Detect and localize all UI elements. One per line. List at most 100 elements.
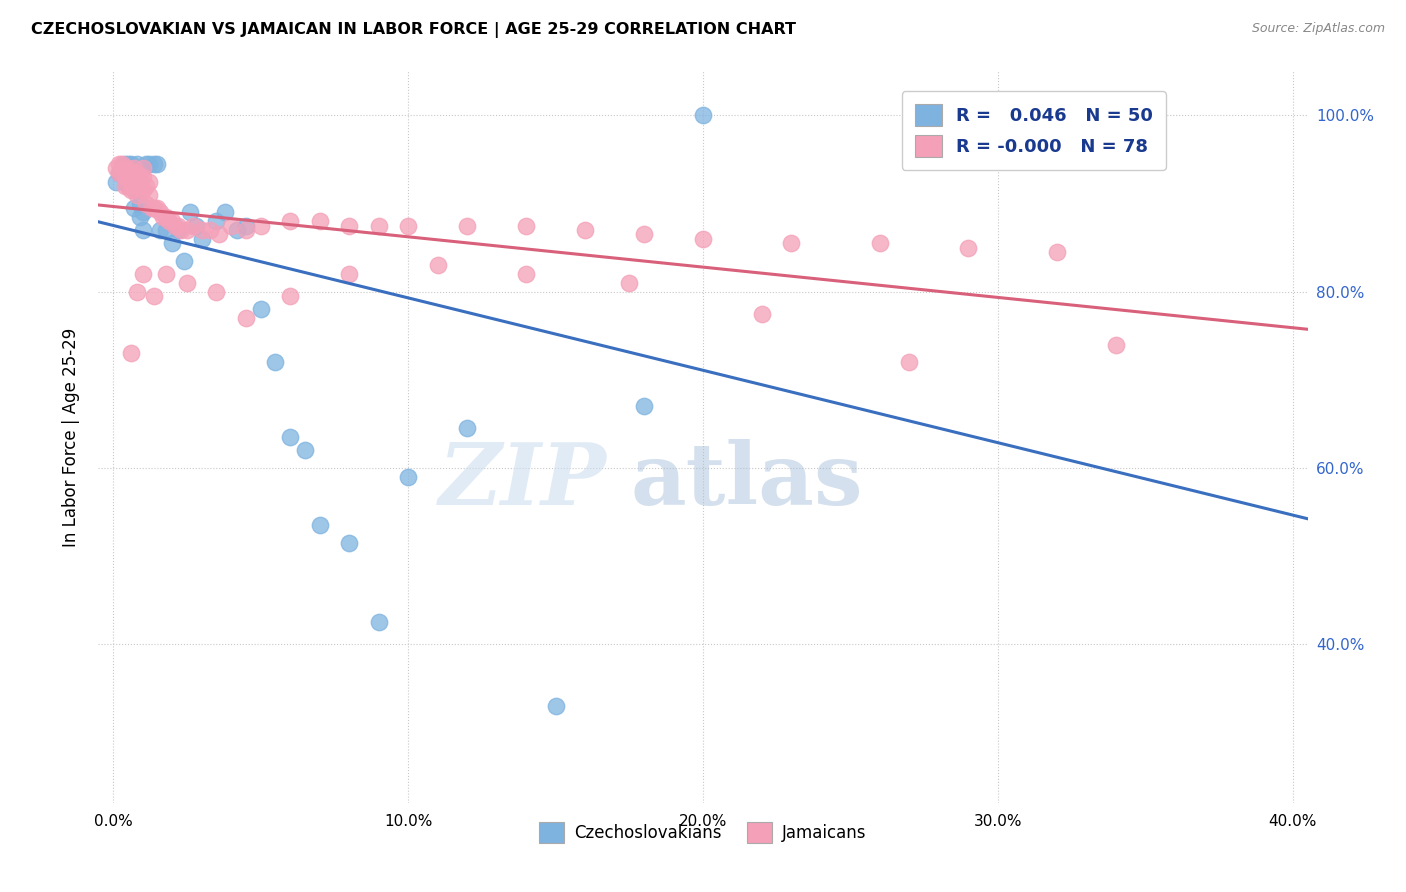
Point <box>367 615 389 629</box>
Point <box>135 157 157 171</box>
Point <box>131 267 153 281</box>
Point <box>122 183 145 197</box>
Point <box>131 223 153 237</box>
Point <box>114 170 136 185</box>
Point <box>278 430 301 444</box>
Y-axis label: In Labor Force | Age 25-29: In Labor Force | Age 25-29 <box>62 327 80 547</box>
Point <box>155 267 177 281</box>
Point <box>125 178 148 193</box>
Point <box>235 223 257 237</box>
Point <box>160 214 183 228</box>
Text: CZECHOSLOVAKIAN VS JAMAICAN IN LABOR FORCE | AGE 25-29 CORRELATION CHART: CZECHOSLOVAKIAN VS JAMAICAN IN LABOR FOR… <box>31 22 796 38</box>
Point <box>135 196 157 211</box>
Point <box>396 469 419 483</box>
Text: atlas: atlas <box>630 439 863 523</box>
Point <box>200 223 222 237</box>
Point <box>235 311 257 326</box>
Point <box>117 157 139 171</box>
Point <box>128 210 150 224</box>
Point <box>125 170 148 185</box>
Point <box>456 219 478 233</box>
Point <box>143 201 166 215</box>
Point <box>190 223 212 237</box>
Point <box>155 210 177 224</box>
Point <box>515 219 537 233</box>
Point <box>131 161 153 176</box>
Point <box>108 157 131 171</box>
Point <box>176 223 198 237</box>
Text: Source: ZipAtlas.com: Source: ZipAtlas.com <box>1251 22 1385 36</box>
Point <box>138 157 160 171</box>
Point <box>957 241 980 255</box>
Point <box>751 307 773 321</box>
Point <box>149 205 172 219</box>
Point <box>131 205 153 219</box>
Point <box>117 161 139 176</box>
Point <box>184 219 207 233</box>
Point <box>152 210 174 224</box>
Point <box>146 157 169 171</box>
Point <box>128 178 150 193</box>
Point <box>114 157 136 171</box>
Point <box>157 214 180 228</box>
Point <box>120 166 142 180</box>
Point <box>120 174 142 188</box>
Point <box>633 227 655 242</box>
Point <box>120 157 142 171</box>
Point <box>122 161 145 176</box>
Point <box>544 698 567 713</box>
Point <box>149 223 172 237</box>
Point <box>515 267 537 281</box>
Point <box>619 276 641 290</box>
Point <box>205 214 228 228</box>
Point <box>117 170 139 185</box>
Point <box>143 157 166 171</box>
Point <box>128 170 150 185</box>
Point <box>120 346 142 360</box>
Point <box>146 201 169 215</box>
Point <box>780 236 803 251</box>
Text: ZIP: ZIP <box>439 439 606 523</box>
Point <box>367 219 389 233</box>
Point <box>181 219 204 233</box>
Point <box>249 219 271 233</box>
Point <box>337 219 360 233</box>
Point <box>179 205 201 219</box>
Point <box>456 421 478 435</box>
Point <box>131 183 153 197</box>
Point <box>219 219 242 233</box>
Point <box>214 205 236 219</box>
Point <box>165 219 187 233</box>
Point <box>1046 245 1069 260</box>
Point <box>105 174 128 188</box>
Point <box>141 201 163 215</box>
Point <box>278 289 301 303</box>
Point <box>122 183 145 197</box>
Point <box>120 166 142 180</box>
Point <box>294 443 316 458</box>
Point <box>173 253 195 268</box>
Point <box>167 223 190 237</box>
Point <box>170 223 193 237</box>
Point <box>160 236 183 251</box>
Point <box>176 276 198 290</box>
Point <box>308 214 330 228</box>
Point <box>633 399 655 413</box>
Point <box>426 258 449 272</box>
Point <box>337 267 360 281</box>
Point <box>1135 108 1157 122</box>
Point <box>138 187 160 202</box>
Point <box>396 219 419 233</box>
Point <box>1105 337 1128 351</box>
Point <box>122 201 145 215</box>
Point <box>205 285 228 299</box>
Point <box>167 219 190 233</box>
Point <box>135 178 157 193</box>
Point <box>125 183 148 197</box>
Point <box>125 187 148 202</box>
Point <box>125 157 148 171</box>
Point <box>125 285 148 299</box>
Point <box>143 289 166 303</box>
Point <box>120 183 142 197</box>
Point <box>249 302 271 317</box>
